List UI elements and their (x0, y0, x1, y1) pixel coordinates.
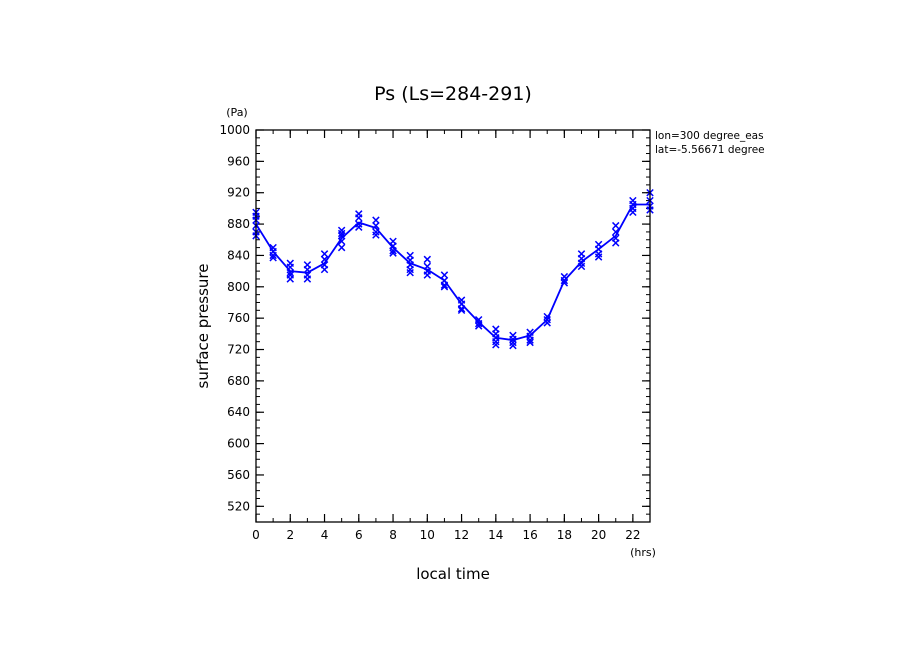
data-point (492, 337, 500, 346)
y-tick-label: 840 (227, 248, 250, 262)
y-tick-label: 600 (227, 437, 250, 451)
x-unit-label: (hrs) (630, 546, 656, 559)
data-point (629, 208, 637, 217)
y-tick-label: 960 (227, 154, 250, 168)
data-point (526, 336, 534, 344)
data-point (492, 341, 500, 349)
data-point (509, 335, 517, 344)
data-point (474, 319, 483, 328)
y-tick-label: 1000 (219, 123, 250, 137)
data-point (440, 283, 449, 291)
x-tick-label: 12 (454, 528, 469, 542)
y-tick-label: 560 (227, 468, 250, 482)
data-point (577, 259, 586, 268)
data-point (303, 265, 312, 274)
x-tick-label: 10 (420, 528, 435, 542)
data-point (337, 229, 346, 238)
x-tick-label: 14 (488, 528, 503, 542)
x-tick-label: 16 (522, 528, 537, 542)
data-point (594, 253, 603, 261)
lon-annotation: lon=300 degree_eas (655, 130, 764, 142)
y-tick-label: 800 (227, 280, 250, 294)
data-point (612, 228, 620, 236)
data-point (337, 232, 346, 240)
data-point (560, 279, 569, 287)
y-tick-label: 520 (227, 499, 250, 513)
x-tick-label: 22 (625, 528, 640, 542)
data-point (526, 338, 534, 347)
data-point (543, 315, 551, 324)
data-point (286, 275, 294, 283)
data-point (457, 306, 466, 315)
data-point (337, 237, 346, 246)
y-axis-title: surface pressure (194, 264, 212, 389)
data-point (543, 319, 551, 327)
data-point (457, 305, 466, 313)
y-tick-label: 760 (227, 311, 250, 325)
data-point (612, 221, 620, 230)
x-tick-label: 18 (557, 528, 572, 542)
data-point (269, 251, 277, 260)
data-point (355, 214, 363, 222)
x-tick-label: 2 (286, 528, 294, 542)
data-point (577, 262, 586, 271)
data-point (440, 271, 449, 279)
y-tick-label: 680 (227, 374, 250, 388)
chart-title: Ps (Ls=284-291) (374, 83, 532, 105)
x-tick-label: 20 (591, 528, 606, 542)
data-point (372, 216, 380, 224)
lat-annotation: lat=-5.56671 degree (655, 144, 765, 156)
data-point (286, 263, 294, 271)
data-point (423, 271, 432, 279)
data-point (594, 250, 603, 258)
data-point (372, 228, 380, 236)
x-axis-title: local time (416, 565, 490, 583)
data-point (406, 265, 414, 274)
y-unit-label: (Pa) (226, 106, 247, 119)
data-point (509, 341, 517, 350)
data-point (355, 223, 363, 231)
data-point (423, 255, 432, 264)
data-point (303, 275, 312, 283)
data-point (389, 247, 397, 255)
x-tick-label: 8 (389, 528, 397, 542)
data-point (269, 254, 277, 262)
y-tick-label: 880 (227, 217, 250, 231)
data-point (612, 239, 620, 247)
data-point (320, 265, 329, 274)
data-point (474, 322, 483, 330)
x-tick-label: 0 (252, 528, 260, 542)
data-point (372, 231, 380, 239)
data-point (389, 249, 397, 257)
data-point (286, 268, 294, 277)
data-point (337, 226, 346, 235)
plot-frame (255, 129, 651, 523)
y-tick-label: 640 (227, 405, 250, 419)
y-tick-label: 920 (227, 186, 250, 200)
series-line (255, 203, 650, 342)
data-point (543, 312, 551, 321)
data-point (337, 243, 346, 252)
data-point (560, 276, 569, 285)
data-point (509, 338, 517, 347)
data-point (406, 268, 414, 277)
data-point (440, 281, 449, 289)
x-tick-label: 6 (355, 528, 363, 542)
data-point (320, 250, 329, 258)
data-point (372, 221, 380, 230)
data-point (355, 220, 363, 228)
y-tick-label: 720 (227, 343, 250, 357)
data-point (320, 255, 329, 264)
x-tick-label: 4 (321, 528, 329, 542)
